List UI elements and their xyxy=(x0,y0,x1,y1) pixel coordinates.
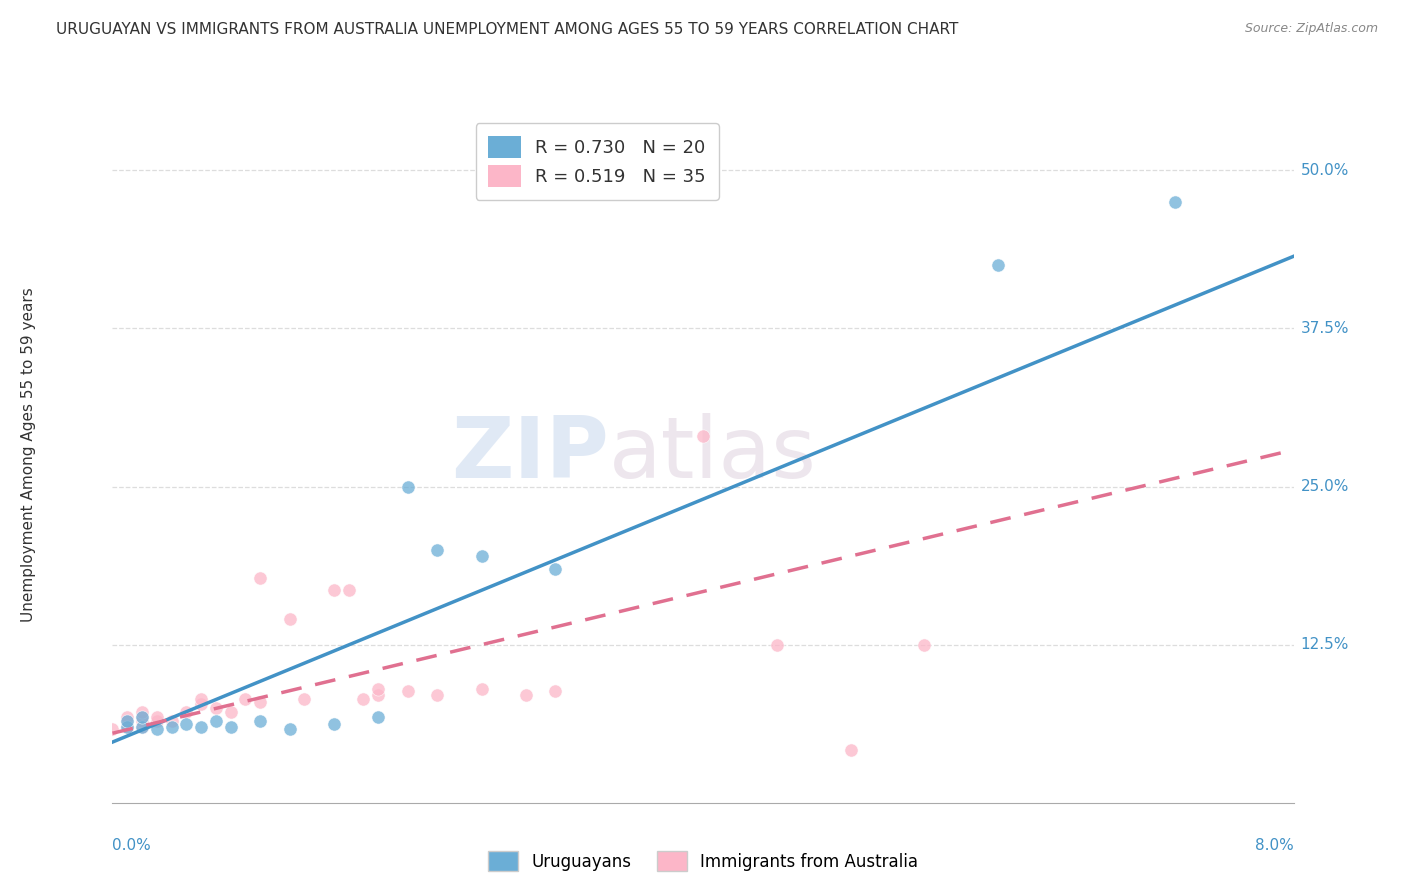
Text: Source: ZipAtlas.com: Source: ZipAtlas.com xyxy=(1244,22,1378,36)
Point xyxy=(839,742,862,756)
Point xyxy=(117,714,138,728)
Point xyxy=(367,688,389,702)
Point xyxy=(219,720,242,734)
Text: 0.0%: 0.0% xyxy=(112,838,152,854)
Point xyxy=(190,720,212,734)
Text: 12.5%: 12.5% xyxy=(1301,637,1348,652)
Point xyxy=(219,705,242,719)
Point xyxy=(367,681,389,696)
Text: atlas: atlas xyxy=(609,413,817,497)
Point xyxy=(278,723,301,737)
Point xyxy=(249,571,271,585)
Point xyxy=(515,688,537,702)
Point xyxy=(426,542,449,557)
Point xyxy=(426,688,449,702)
Point xyxy=(146,714,169,728)
Point xyxy=(249,695,271,709)
Text: 50.0%: 50.0% xyxy=(1301,163,1348,178)
Point xyxy=(249,714,271,728)
Point xyxy=(117,714,138,728)
Point xyxy=(205,714,228,728)
Point xyxy=(131,705,153,719)
Point xyxy=(471,549,494,563)
Point xyxy=(323,583,346,598)
Point xyxy=(131,720,153,734)
Point xyxy=(190,692,212,706)
Point xyxy=(278,612,301,626)
Text: ZIP: ZIP xyxy=(451,413,609,497)
Point xyxy=(174,717,197,731)
Point xyxy=(174,705,197,719)
Point xyxy=(337,583,360,598)
Point xyxy=(117,710,138,724)
Point xyxy=(367,710,389,724)
Point xyxy=(544,684,567,698)
Point xyxy=(396,479,419,493)
Point xyxy=(131,714,153,728)
Point xyxy=(233,692,256,706)
Point xyxy=(987,258,1010,272)
Point xyxy=(765,638,787,652)
Point xyxy=(396,684,419,698)
Point xyxy=(160,714,183,728)
Text: 8.0%: 8.0% xyxy=(1254,838,1294,854)
Text: URUGUAYAN VS IMMIGRANTS FROM AUSTRALIA UNEMPLOYMENT AMONG AGES 55 TO 59 YEARS CO: URUGUAYAN VS IMMIGRANTS FROM AUSTRALIA U… xyxy=(56,22,959,37)
Text: 37.5%: 37.5% xyxy=(1301,321,1348,336)
Point xyxy=(205,701,228,715)
Point xyxy=(692,429,714,443)
Point xyxy=(190,697,212,711)
Point xyxy=(1164,194,1187,209)
Point xyxy=(160,720,183,734)
Point xyxy=(352,692,374,706)
Point xyxy=(117,720,138,734)
Text: Unemployment Among Ages 55 to 59 years: Unemployment Among Ages 55 to 59 years xyxy=(21,287,35,623)
Point xyxy=(131,710,153,724)
Point xyxy=(544,562,567,576)
Point xyxy=(131,710,153,724)
Point xyxy=(471,681,494,696)
Point xyxy=(323,717,346,731)
Text: 25.0%: 25.0% xyxy=(1301,479,1348,494)
Point xyxy=(292,692,315,706)
Point xyxy=(146,723,169,737)
Legend: Uruguayans, Immigrants from Australia: Uruguayans, Immigrants from Australia xyxy=(481,845,925,878)
Point xyxy=(101,723,124,737)
Point xyxy=(914,638,936,652)
Point xyxy=(117,720,138,734)
Point xyxy=(131,720,153,734)
Point xyxy=(146,710,169,724)
